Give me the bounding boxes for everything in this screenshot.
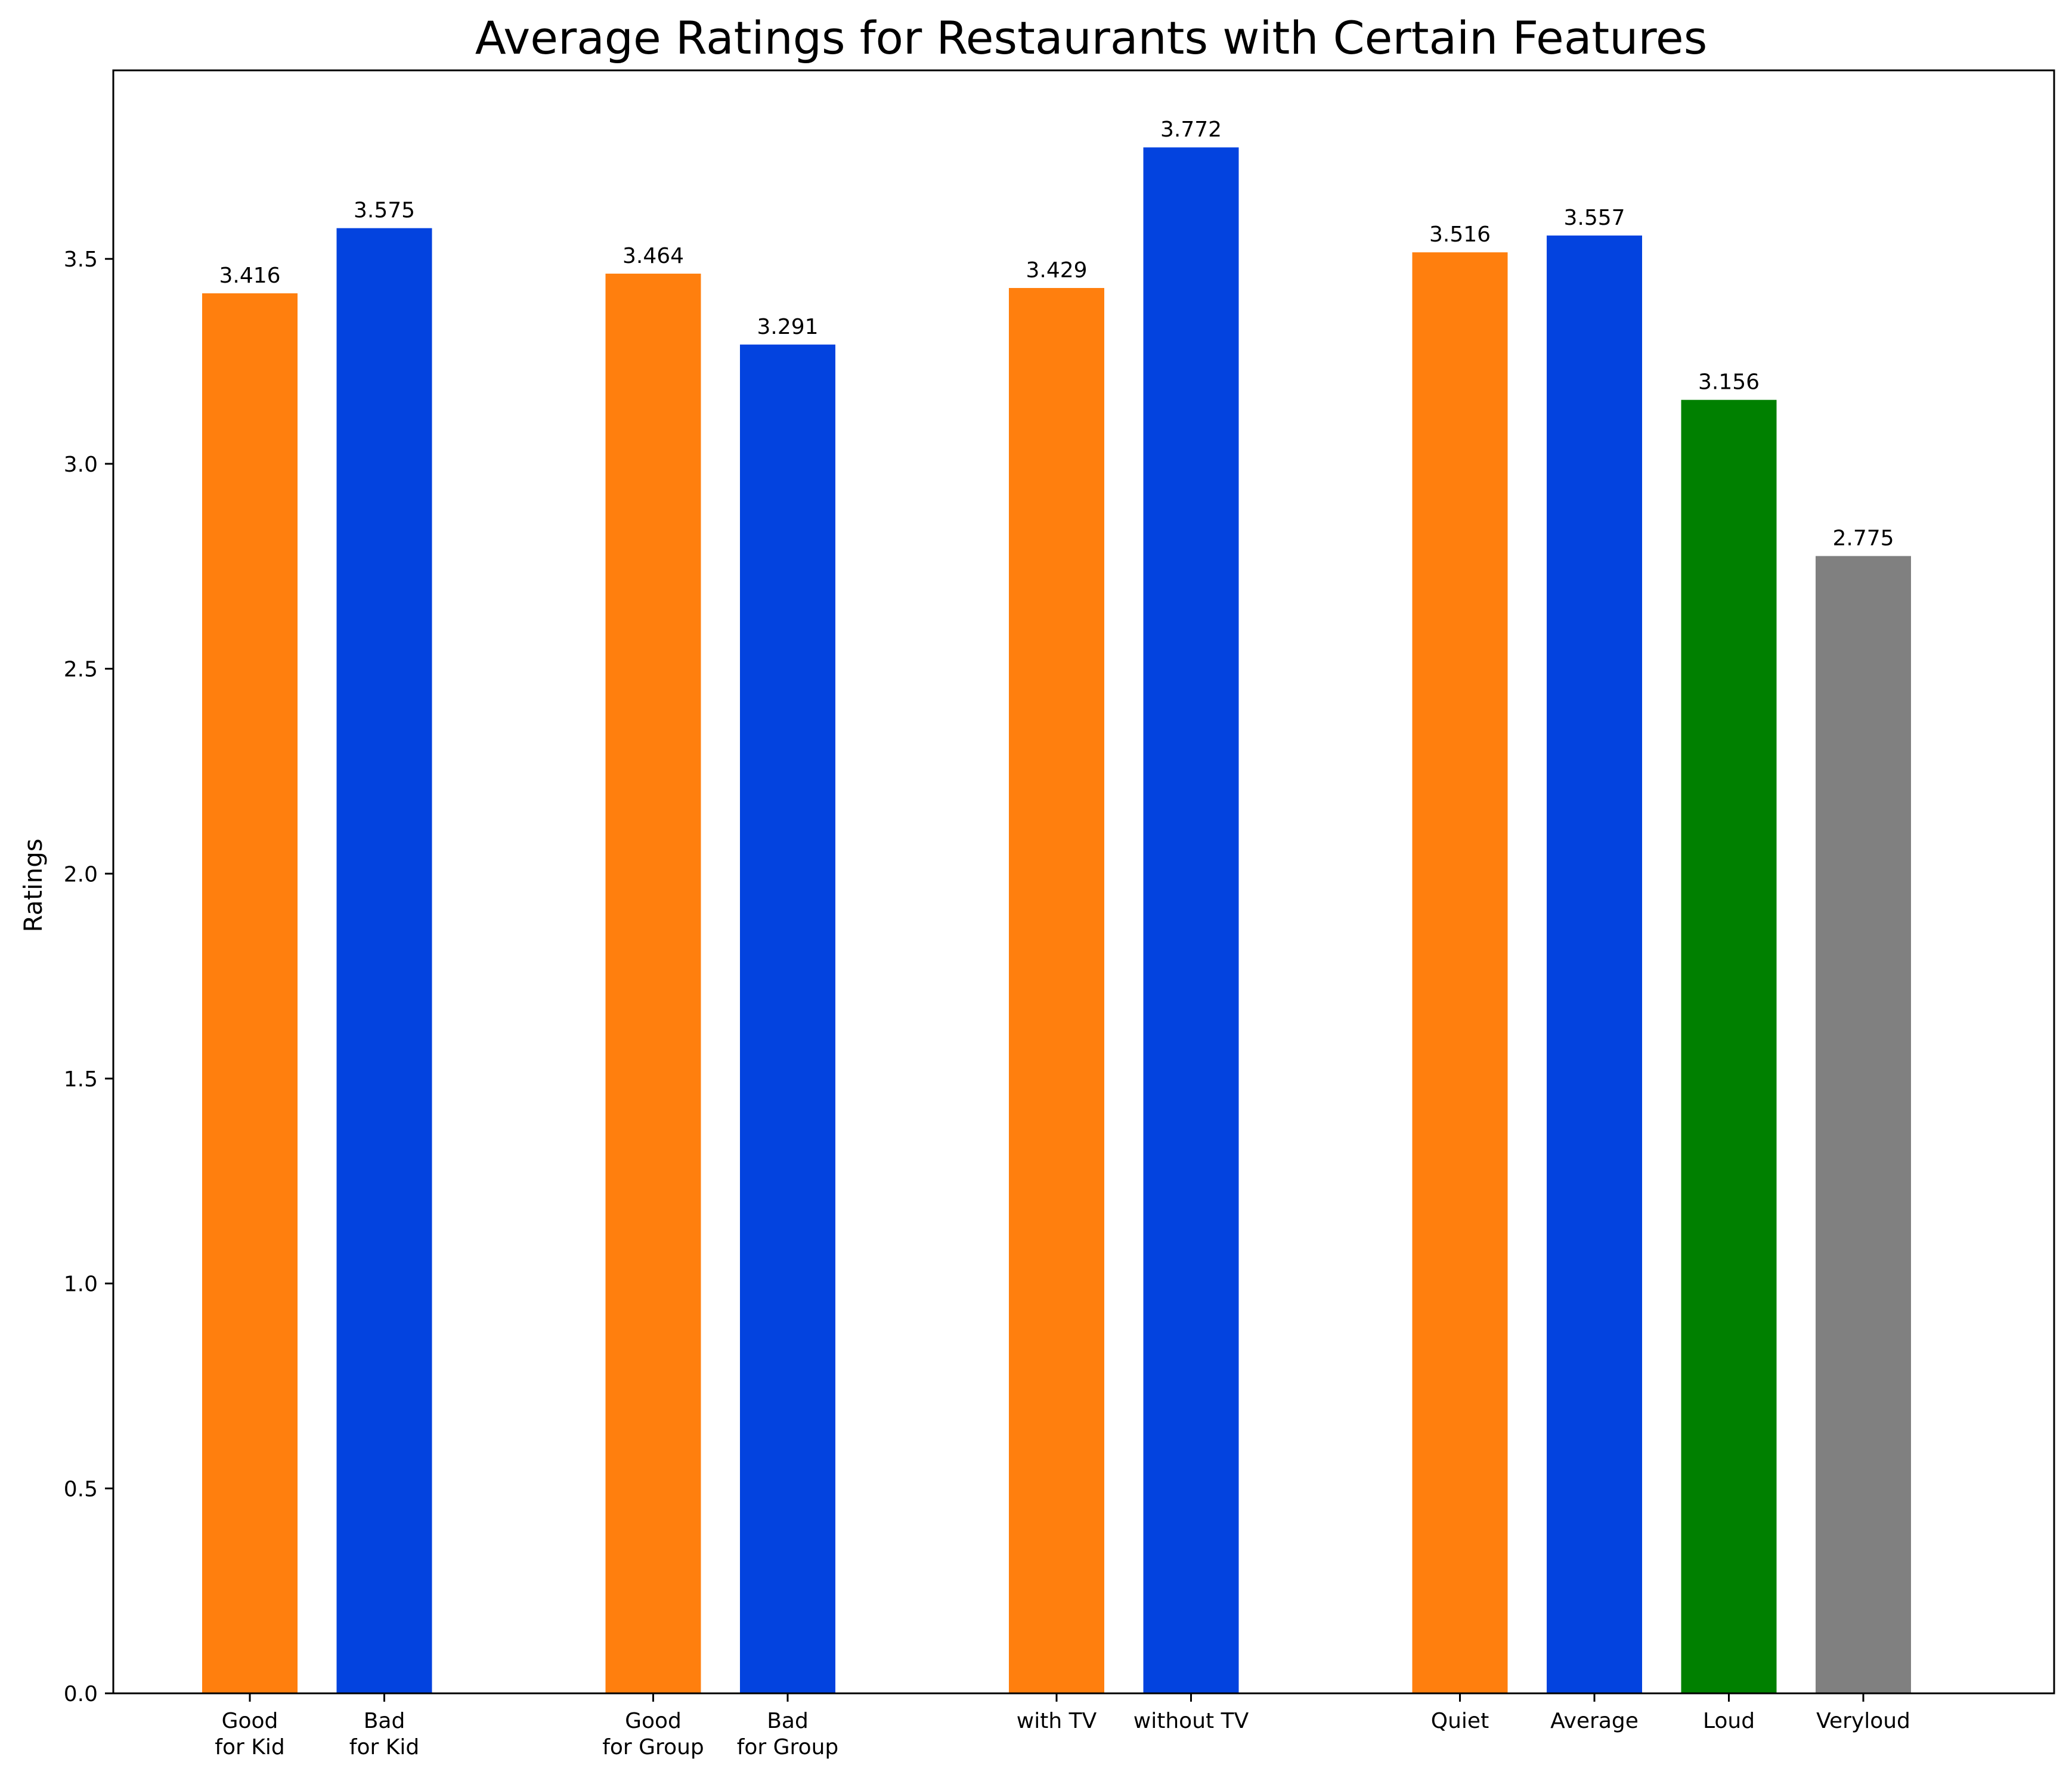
y-tick-label: 2.5 [64,658,98,682]
bar [1412,252,1508,1694]
bar-value-label: 3.516 [1429,222,1491,247]
bar-value-label: 2.775 [1832,526,1894,551]
x-tick-label: without TV [1133,1709,1249,1733]
x-tick-label: with TV [1017,1709,1097,1733]
y-tick-label: 1.0 [64,1272,98,1297]
plot-frame [112,69,2055,1695]
x-tick-label: Veryloud [1816,1709,1910,1733]
bars-group [202,147,1911,1694]
bar [1547,236,1642,1693]
y-tick-label: 1.5 [64,1067,98,1092]
y-tick-label: 3.0 [64,453,98,477]
x-tick-label: Good for Group [602,1709,704,1760]
bar-value-label: 3.416 [219,264,280,288]
y-tick-label: 0.5 [64,1477,98,1501]
x-tick-label: Average [1550,1709,1639,1733]
bar [1143,147,1239,1693]
bar-value-label: 3.291 [757,315,818,339]
bar-value-label: 3.557 [1563,206,1625,230]
bar [1681,399,1777,1694]
bar-value-label: 3.772 [1160,117,1222,142]
y-tick-label: 3.5 [64,247,98,272]
x-tick-label: Bad for Group [737,1709,839,1760]
bar [740,344,835,1693]
bar [202,293,298,1693]
x-tick-label: Bad for Kid [349,1709,419,1760]
bar [1009,287,1104,1694]
chart-title: Average Ratings for Restaurants with Cer… [475,11,1708,64]
x-tick-label: Loud [1703,1709,1755,1733]
bar-value-label: 3.464 [622,244,684,268]
bar [1816,556,1911,1694]
y-axis: 0.0 0.5 1.0 1.5 2.0 2.5 3.0 3.5 [64,247,113,1706]
bar [336,228,432,1693]
y-axis-label: Ratings [18,838,48,932]
x-axis: Good for Kid Bad for Kid Good for Group Bad for… [215,1693,1910,1760]
value-labels-group: 3.416 3.575 3.464 3.291 3.429 3.772 3.516 3.557… [219,117,1894,550]
x-tick-label: Quiet [1431,1709,1489,1733]
bar [605,273,701,1693]
bar-value-label: 3.156 [1698,370,1760,395]
bar-value-label: 3.429 [1026,258,1087,283]
y-tick-label: 2.0 [64,862,98,887]
bar-value-label: 3.575 [354,199,415,223]
x-tick-label: Good for Kid [215,1709,284,1760]
y-tick-label: 0.0 [64,1682,98,1706]
